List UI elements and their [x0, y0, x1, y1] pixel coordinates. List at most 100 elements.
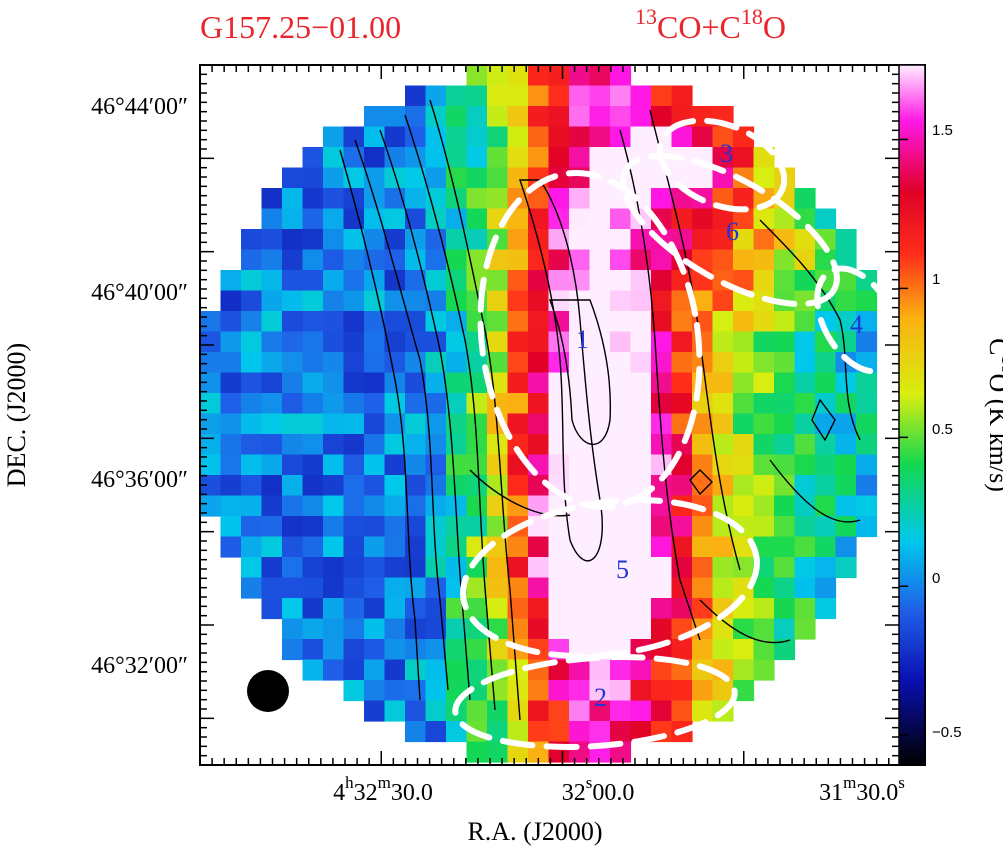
map-pixel [446, 618, 468, 640]
map-pixel [753, 598, 775, 620]
map-pixel [241, 454, 263, 476]
map-pixel [220, 393, 242, 415]
map-pixel [466, 208, 488, 230]
map-pixel [569, 85, 591, 107]
map-pixel [733, 680, 755, 702]
map-pixel [589, 147, 611, 169]
map-pixel [671, 208, 693, 230]
map-pixel [282, 167, 304, 189]
y-tick-label: 46°32′00″ [91, 653, 188, 679]
map-pixel [323, 536, 345, 558]
map-pixel [671, 290, 693, 312]
map-pixel [384, 352, 406, 374]
y-tick-label: 46°40′00″ [91, 280, 188, 306]
map-pixel [548, 188, 570, 210]
map-pixel [384, 208, 406, 230]
map-pixel [384, 536, 406, 558]
map-pixel [282, 331, 304, 353]
map-pixel [692, 516, 714, 538]
map-pixel [384, 495, 406, 517]
map-pixel [507, 434, 529, 456]
map-pixel [569, 229, 591, 251]
map-pixel [733, 475, 755, 497]
map-pixel [794, 475, 816, 497]
map-pixel [774, 372, 796, 394]
map-pixel [384, 577, 406, 599]
map-pixel [753, 208, 775, 230]
map-pixel [589, 598, 611, 620]
map-pixel [200, 331, 222, 353]
map-pixel [425, 536, 447, 558]
map-pixel [610, 65, 632, 87]
contour-line [354, 139, 449, 691]
map-pixel [466, 700, 488, 722]
map-pixel [815, 577, 837, 599]
map-pixel [364, 290, 386, 312]
map-pixel [692, 639, 714, 661]
map-pixel [548, 65, 570, 87]
map-pixel [384, 126, 406, 148]
map-pixel [507, 167, 529, 189]
map-pixel [712, 126, 734, 148]
map-pixel [487, 516, 509, 538]
map-pixel [712, 577, 734, 599]
map-pixel [774, 249, 796, 271]
map-pixel [528, 188, 550, 210]
map-pixel [405, 639, 427, 661]
map-pixel [446, 85, 468, 107]
map-pixel [364, 229, 386, 251]
map-pixel [405, 516, 427, 538]
map-pixel [364, 639, 386, 661]
map-pixel [323, 598, 345, 620]
map-pixel [364, 249, 386, 271]
map-pixel [466, 188, 488, 210]
map-pixel [487, 475, 509, 497]
map-pixel [425, 721, 447, 743]
map-pixel [651, 270, 673, 292]
map-pixel [507, 475, 529, 497]
map-pixel [589, 557, 611, 579]
map-pixel [610, 372, 632, 394]
region-label-5: 5 [616, 555, 629, 584]
map-pixel [733, 413, 755, 435]
map-pixel [343, 495, 365, 517]
map-pixel [241, 577, 263, 599]
map-pixel [302, 536, 324, 558]
map-pixel [651, 85, 673, 107]
map-pixel [241, 393, 263, 415]
map-pixel [241, 311, 263, 333]
map-pixel [261, 536, 283, 558]
map-pixel [630, 434, 652, 456]
map-pixel [815, 372, 837, 394]
map-pixel [261, 413, 283, 435]
map-pixel [794, 208, 816, 230]
map-pixel [610, 331, 632, 353]
map-pixel [794, 270, 816, 292]
map-pixel [364, 659, 386, 681]
map-pixel [384, 290, 406, 312]
contour-line [339, 149, 421, 701]
map-pixel [200, 311, 222, 333]
map-pixel [712, 147, 734, 169]
contour-line [689, 469, 713, 496]
map-pixel [610, 434, 632, 456]
map-pixel [323, 167, 345, 189]
colorbar-tick-label: −0.5 [932, 724, 962, 741]
map-pixel [712, 249, 734, 271]
map-pixel [692, 229, 714, 251]
map-pixel [323, 270, 345, 292]
map-pixel [343, 680, 365, 702]
region-ellipses [452, 117, 902, 750]
map-pixel [282, 495, 304, 517]
map-pixel [261, 290, 283, 312]
map-pixel [261, 598, 283, 620]
region-label-4: 4 [850, 310, 863, 339]
map-pixel [733, 372, 755, 394]
map-pixel [610, 721, 632, 743]
map-pixel [589, 454, 611, 476]
map-pixel [651, 577, 673, 599]
colorbar-tick-label: 0 [932, 570, 940, 587]
map-pixel [651, 331, 673, 353]
map-pixel [425, 229, 447, 251]
map-pixel [384, 516, 406, 538]
